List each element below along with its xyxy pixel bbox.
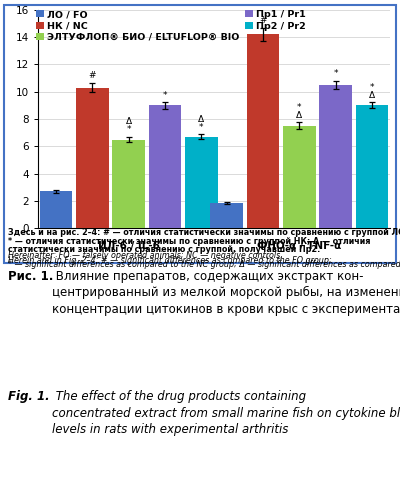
Bar <box>283 126 316 228</box>
Bar <box>76 88 109 228</box>
Bar <box>356 106 388 228</box>
Text: #: # <box>259 16 267 25</box>
Bar <box>40 191 72 228</box>
Text: *: * <box>333 69 338 79</box>
Text: *: * <box>370 83 374 92</box>
Text: #: # <box>89 71 96 81</box>
Text: Δ: Δ <box>198 115 204 124</box>
Text: Fig. 1.: Fig. 1. <box>8 390 50 404</box>
Bar <box>112 139 145 228</box>
Text: * — отличия статистически значимы по сравнению с группой НК; Δ — отличия: * — отличия статистически значимы по сра… <box>8 237 370 246</box>
Text: Herein and in Fig. 2–4: # — significant differences as compared to the FO group;: Herein and in Fig. 2–4: # — significant … <box>8 256 332 265</box>
Bar <box>185 137 218 228</box>
Text: Δ: Δ <box>126 117 132 126</box>
Bar <box>247 34 279 228</box>
Text: статистически значимы по сравнению с группой, получавшей Пр2.: статистически значимы по сравнению с гру… <box>8 245 320 254</box>
Bar <box>319 85 352 228</box>
Text: *: * <box>163 90 167 100</box>
Text: Рис. 1.: Рис. 1. <box>8 270 53 283</box>
Text: * — significant differences as compared to the NC group; Δ — significant differe: * — significant differences as compared … <box>8 260 400 269</box>
Bar <box>149 106 181 228</box>
Bar <box>210 203 243 228</box>
Legend: ЛО / FO, НК / NC, ЭЛТУФЛОП® БИО / ELTUFLOP® BIO, Пр1 / Pr1, Пр2 / Pr2: ЛО / FO, НК / NC, ЭЛТУФЛОП® БИО / ELTUFL… <box>36 10 306 42</box>
Text: Hereinafter: FO — falsely operated animals; NC — negative controls.: Hereinafter: FO — falsely operated anima… <box>8 251 283 260</box>
Text: Δ: Δ <box>296 111 302 120</box>
Text: The effect of the drug products containing
concentrated extract from small marin: The effect of the drug products containi… <box>52 390 400 436</box>
Text: *: * <box>126 125 131 135</box>
Text: *: * <box>297 103 302 112</box>
Text: Здесь и на рис. 2–4: # — отличия статистически значимы по сравнению с группой ЛО: Здесь и на рис. 2–4: # — отличия статист… <box>8 228 400 237</box>
Text: ФНО-α / TNF-α: ФНО-α / TNF-α <box>257 242 342 251</box>
Text: Влияние препаратов, содержащих экстракт кон-
центрированный из мелкой морской ры: Влияние препаратов, содержащих экстракт … <box>52 270 400 316</box>
Text: ИЛ-6 / IL-6: ИЛ-6 / IL-6 <box>98 242 160 251</box>
Text: Δ: Δ <box>369 91 375 100</box>
Text: *: * <box>199 123 204 132</box>
